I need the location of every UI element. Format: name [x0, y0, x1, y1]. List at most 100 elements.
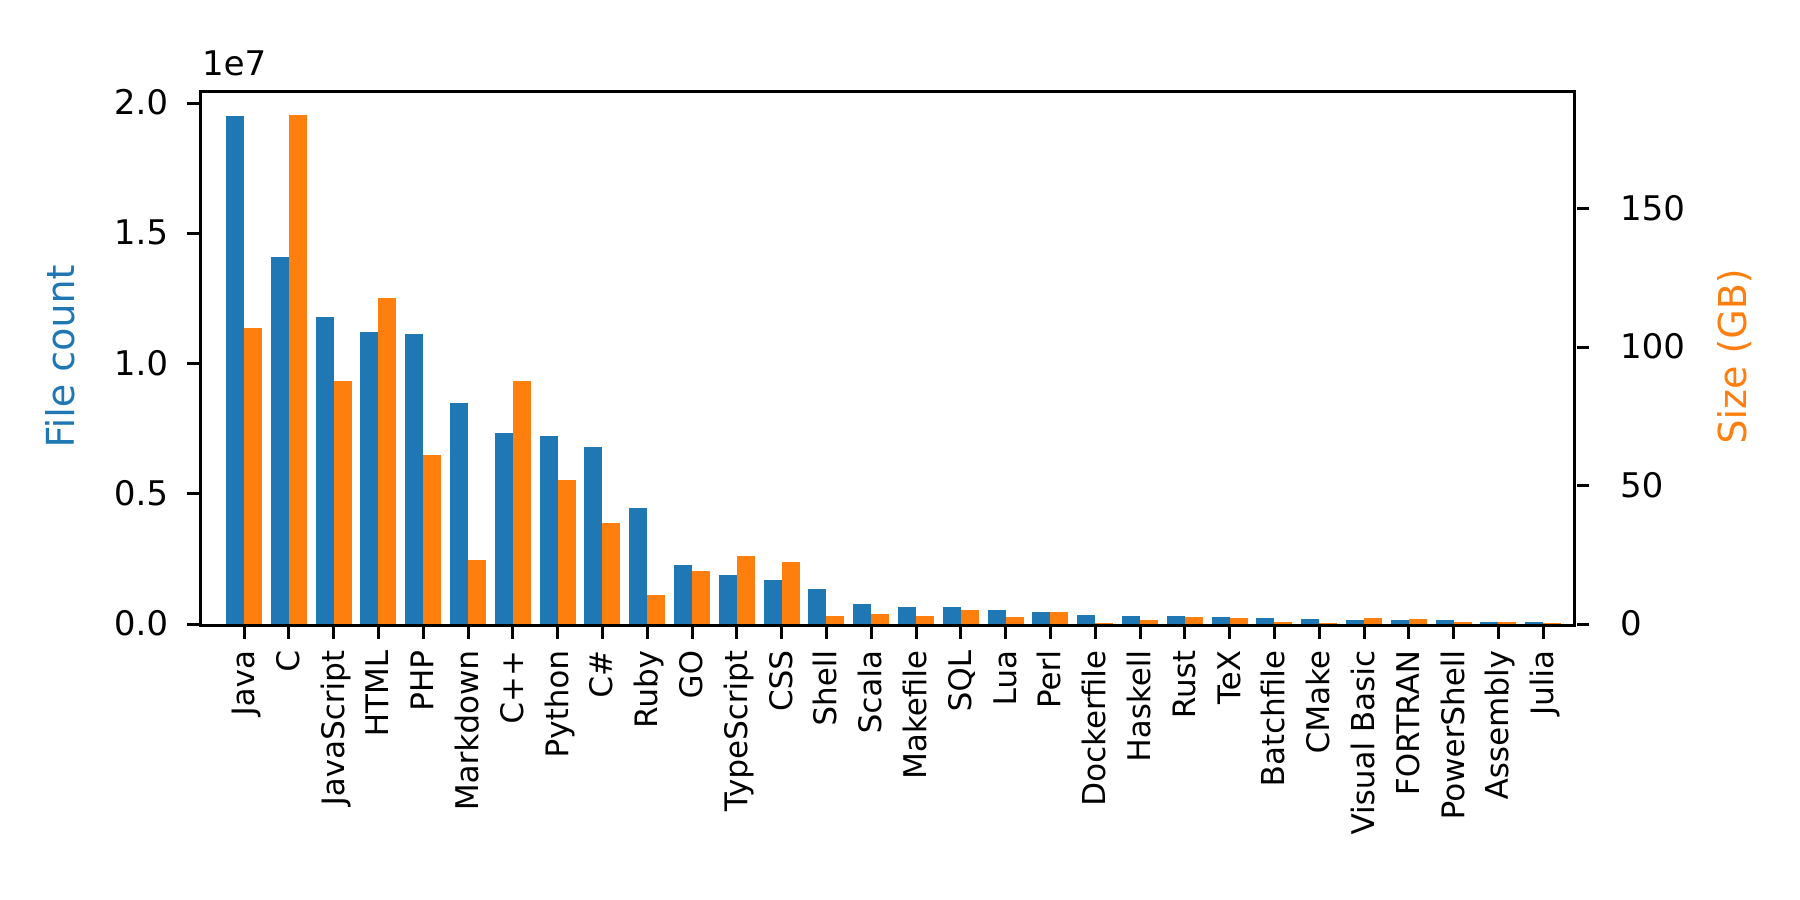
x-tick-label-scala: Scala: [853, 650, 890, 734]
left-axis-label: File count: [39, 264, 83, 448]
x-tick-label-dockerfile: Dockerfile: [1077, 650, 1114, 806]
left-y-tick-label-1.0: 1.0: [113, 343, 168, 384]
bar-file-count-c: [584, 446, 603, 624]
bar-file-count-rust: [1166, 616, 1185, 624]
left-y-tick-0.0: [187, 622, 199, 626]
bar-size-gb-makefile: [916, 615, 934, 624]
bar-file-count-julia: [1525, 622, 1544, 624]
bar-size-gb-javascript: [333, 380, 352, 624]
x-tick-label-c: C: [270, 650, 307, 672]
right-y-tick-150: [1577, 207, 1589, 211]
x-tick-label-powershell: PowerShell: [1435, 650, 1472, 820]
bar-size-gb-go: [692, 571, 710, 624]
x-tick-php: [421, 627, 425, 639]
x-tick-label-cmake: CMake: [1301, 650, 1338, 754]
bar-file-count-go: [674, 565, 692, 624]
bar-size-gb-lua: [1005, 617, 1024, 624]
bar-size-gb-sql: [960, 610, 979, 624]
x-tick-label-typescript: TypeScript: [718, 650, 755, 812]
bar-file-count-perl: [1032, 611, 1051, 624]
x-tick-go: [690, 627, 694, 639]
bar-file-count-php: [405, 333, 424, 624]
x-tick-javascript: [332, 627, 336, 639]
bar-file-count-fortran: [1390, 620, 1409, 624]
bar-file-count-powershell: [1435, 620, 1454, 624]
x-tick-powershell: [1452, 627, 1456, 639]
x-tick-assembly: [1496, 627, 1500, 639]
bar-size-gb-php: [423, 455, 442, 624]
x-tick-label-assembly: Assembly: [1480, 650, 1517, 800]
bar-file-count-html: [360, 332, 379, 624]
left-y-tick-0.5: [187, 492, 199, 496]
bar-size-gb-cmake: [1319, 622, 1338, 624]
right-y-tick-label-150: 150: [1620, 188, 1685, 229]
right-y-tick-50: [1577, 484, 1589, 488]
x-tick-label-rust: Rust: [1166, 650, 1203, 719]
bar-file-count-batchfile: [1256, 617, 1275, 624]
bar-size-gb-c: [512, 380, 531, 624]
bar-file-count-java: [226, 116, 244, 624]
x-tick-label-tex: TeX: [1211, 650, 1248, 704]
left-y-tick-label-0.5: 0.5: [113, 473, 168, 514]
x-tick-label-haskell: Haskell: [1122, 650, 1158, 762]
bar-size-gb-shell: [826, 615, 845, 624]
bar-file-count-javascript: [315, 316, 334, 624]
x-tick-tex: [1228, 627, 1232, 639]
bar-size-gb-scala: [871, 614, 890, 624]
bar-file-count-lua: [987, 609, 1006, 624]
bar-file-count-makefile: [898, 606, 916, 624]
x-tick-label-sql: SQL: [942, 650, 979, 712]
bar-file-count-c: [494, 432, 513, 624]
bar-size-gb-tex: [1229, 617, 1248, 624]
x-tick-c: [287, 627, 291, 639]
bar-file-count-visual-basic: [1346, 619, 1364, 624]
bar-size-gb-markdown: [468, 560, 486, 624]
bar-size-gb-c: [288, 114, 307, 624]
x-tick-haskell: [1138, 627, 1142, 639]
x-tick-julia: [1541, 627, 1545, 639]
x-tick-label-javascript: JavaScript: [315, 650, 352, 806]
left-y-tick-1.5: [187, 231, 199, 235]
right-y-tick-label-50: 50: [1620, 465, 1664, 506]
x-tick-label-fortran: FORTRAN: [1390, 650, 1427, 796]
x-tick-css: [780, 627, 784, 639]
x-tick-html: [376, 627, 380, 639]
left-y-tick-label-1.5: 1.5: [113, 213, 168, 254]
x-tick-c: [511, 627, 515, 639]
x-tick-lua: [1004, 627, 1008, 639]
x-tick-rust: [1183, 627, 1187, 639]
x-tick-scala: [869, 627, 873, 639]
left-y-tick-label-2.0: 2.0: [113, 83, 168, 124]
x-tick-label-shell: Shell: [808, 650, 845, 726]
bar-file-count-assembly: [1480, 621, 1499, 624]
left-axis-offset-text: 1e7: [202, 44, 267, 84]
bar-size-gb-julia: [1543, 623, 1562, 624]
bar-file-count-sql: [942, 607, 961, 624]
bar-file-count-haskell: [1122, 615, 1140, 624]
x-tick-makefile: [914, 627, 918, 639]
x-tick-label-lua: Lua: [987, 650, 1024, 706]
x-tick-fortran: [1407, 627, 1411, 639]
x-tick-label-ruby: Ruby: [629, 650, 666, 728]
x-tick-markdown: [466, 627, 470, 639]
x-tick-sql: [959, 627, 963, 639]
bar-file-count-scala: [853, 603, 872, 624]
x-tick-label-go: GO: [674, 650, 710, 699]
x-tick-dockerfile: [1093, 627, 1097, 639]
right-axis-label: Size (GB): [1711, 268, 1755, 444]
x-tick-label-c: C#: [584, 650, 621, 698]
x-tick-visual-basic: [1362, 627, 1366, 639]
x-tick-label-makefile: Makefile: [898, 650, 934, 779]
bar-file-count-dockerfile: [1077, 614, 1096, 624]
right-y-tick-label-100: 100: [1620, 327, 1685, 368]
bar-size-gb-css: [781, 561, 800, 624]
bar-size-gb-java: [244, 327, 262, 624]
x-tick-label-python: Python: [539, 650, 576, 758]
x-tick-label-batchfile: Batchfile: [1256, 650, 1293, 787]
bar-size-gb-visual-basic: [1364, 618, 1382, 624]
x-tick-java: [242, 627, 246, 639]
x-tick-label-c: C++: [494, 650, 531, 724]
bar-size-gb-assembly: [1498, 621, 1517, 624]
bar-size-gb-c: [602, 523, 621, 624]
